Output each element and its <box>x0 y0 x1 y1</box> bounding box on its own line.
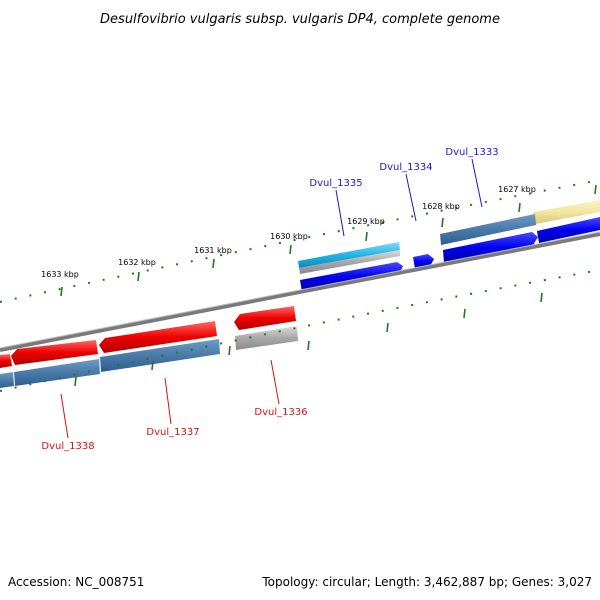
scale-label: 1630 kbp <box>270 232 308 241</box>
outer-major-ticks <box>60 184 597 297</box>
gene-track-prev[interactable] <box>0 372 14 388</box>
gene-label-dvul-1333[interactable]: Dvul_1333 <box>445 147 498 158</box>
outer-tick-track <box>0 179 600 303</box>
gene-track-1338[interactable] <box>14 359 100 386</box>
cds-reverse-1336[interactable] <box>234 306 296 330</box>
cds-forward-1335[interactable] <box>300 262 403 292</box>
feature-rna[interactable] <box>298 242 400 268</box>
cds-forward-next[interactable] <box>537 217 600 243</box>
accession-label: Accession: NC_008751 <box>8 575 144 589</box>
cds-forward-1333[interactable] <box>443 232 538 263</box>
gene-track-1337[interactable] <box>100 339 220 372</box>
scale-label: 1627 kbp <box>498 185 536 194</box>
genome-backbone <box>0 232 600 352</box>
gene-label-dvul-1338[interactable]: Dvul_1338 <box>41 441 94 452</box>
cds-reverse-prev[interactable] <box>0 354 12 368</box>
cds-reverse-1337[interactable] <box>99 321 217 353</box>
scale-label: 1629 kbp <box>347 217 385 226</box>
scale-labels: 1633 kbp 1632 kbp 1631 kbp 1630 kbp 1629… <box>41 185 536 279</box>
scale-label: 1631 kbp <box>194 246 232 255</box>
topology-label: Topology: circular; Length: 3,462,887 bp… <box>261 575 592 589</box>
scale-label: 1633 kbp <box>41 270 79 279</box>
forward-gene-callouts: Dvul_1335 Dvul_1334 Dvul_1333 <box>309 147 499 237</box>
genome-backbone-highlight <box>0 231 600 349</box>
gene-track-1333[interactable] <box>440 214 536 245</box>
feature-pseudo-1336[interactable] <box>235 326 298 350</box>
reverse-gene-callouts: Dvul_1338 Dvul_1337 Dvul_1336 <box>41 359 308 452</box>
inner-tick-track <box>0 269 600 392</box>
map-title: Desulfovibrio vulgaris subsp. vulgaris D… <box>100 12 500 27</box>
inner-major-ticks <box>74 292 543 387</box>
gene-label-dvul-1337[interactable]: Dvul_1337 <box>146 427 199 438</box>
forward-features <box>298 200 600 292</box>
feature-highlight[interactable] <box>533 200 600 224</box>
feature-pseudo[interactable] <box>299 250 400 274</box>
gene-label-dvul-1335[interactable]: Dvul_1335 <box>309 178 362 189</box>
gene-label-dvul-1336[interactable]: Dvul_1336 <box>254 407 307 418</box>
cds-reverse-1338[interactable] <box>11 340 98 365</box>
reverse-features <box>0 306 298 388</box>
gene-label-dvul-1334[interactable]: Dvul_1334 <box>379 162 432 173</box>
scale-label: 1628 kbp <box>422 202 460 211</box>
scale-label: 1632 kbp <box>118 258 156 267</box>
